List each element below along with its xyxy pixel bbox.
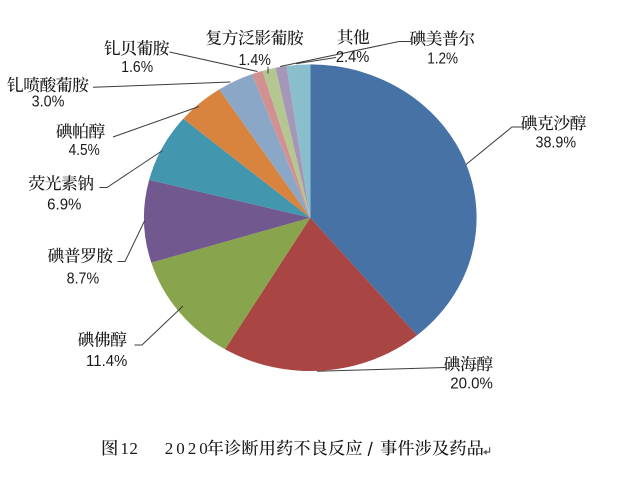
svg-text:2020: 2020 (165, 439, 211, 458)
svg-text:11.4%: 11.4% (86, 353, 127, 370)
svg-text:3.0%: 3.0% (32, 94, 65, 111)
svg-text:38.9%: 38.9% (536, 134, 577, 151)
svg-text:1.6%: 1.6% (121, 59, 153, 76)
svg-text:4.5%: 4.5% (69, 142, 100, 159)
svg-text:2.4%: 2.4% (336, 49, 370, 66)
svg-text:12: 12 (120, 439, 138, 458)
svg-text:1.2%: 1.2% (427, 50, 458, 67)
svg-text:8.7%: 8.7% (67, 271, 100, 288)
svg-text:1.4%: 1.4% (239, 52, 271, 69)
svg-text:20.0%: 20.0% (450, 376, 493, 393)
svg-text:6.9%: 6.9% (47, 197, 81, 214)
